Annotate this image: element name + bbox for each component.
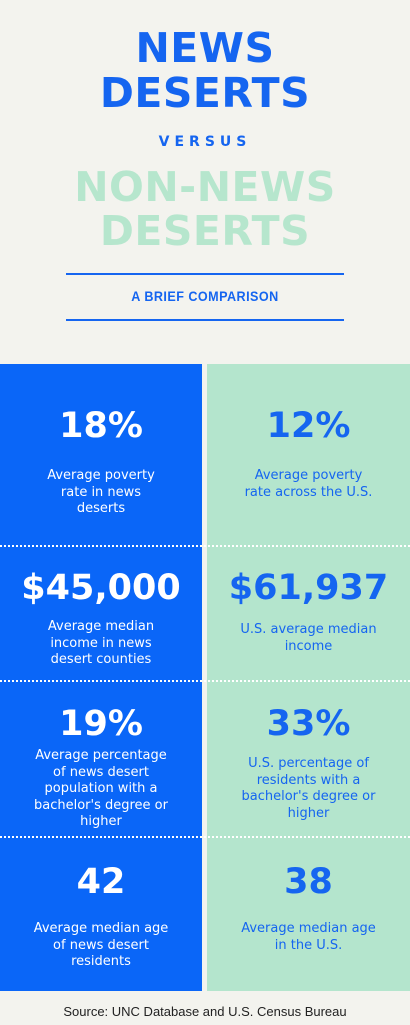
- stat-description: Average poverty rate across the U.S.: [244, 468, 373, 500]
- stat-value: $61,937: [228, 568, 389, 608]
- stat-value: 42: [76, 862, 126, 902]
- subtitle-line-2: DESERTS: [99, 207, 311, 255]
- stat-description: Average median income in news desert count…: [47, 619, 155, 667]
- stat-description: Average median age of news desert resident…: [33, 921, 169, 969]
- stat-description: U.S. average median income: [240, 622, 377, 654]
- stat-description: Average poverty rate in news deserts: [47, 468, 155, 516]
- row-divider: [0, 545, 410, 547]
- title-line-1: NEWS: [135, 24, 275, 72]
- brief-comparison-label: A BRIEF COMPARISON: [131, 288, 279, 304]
- stat-value: $45,000: [21, 568, 181, 608]
- non-news-deserts-column: 12% Average poverty rate across the U.S. …: [207, 364, 410, 991]
- news-deserts-column: 18% Average poverty rate in news deserts $…: [0, 364, 202, 991]
- header: NEWS DESERTS VERSUS NON-NEWS DESERTS A B…: [0, 0, 410, 364]
- stat-description: Average median age in the U.S.: [241, 921, 376, 953]
- stat-value: 12%: [266, 406, 351, 446]
- stat-value: 33%: [266, 704, 351, 744]
- versus-label: VERSUS: [158, 134, 252, 150]
- subtitle-line-1: NON-NEWS: [74, 163, 336, 211]
- source-note: Source: UNC Database and U.S. Census Bur…: [63, 1004, 347, 1019]
- row-divider: [0, 680, 410, 682]
- stat-value: 38: [284, 862, 333, 902]
- bottom-rule: [66, 319, 344, 321]
- stat-description: Average percentage of news desert populati…: [34, 748, 168, 829]
- stat-value: 18%: [59, 406, 143, 446]
- title-line-2: DESERTS: [99, 69, 311, 117]
- stat-description: U.S. percentage of residents with a bachel…: [241, 756, 376, 821]
- row-divider: [0, 836, 410, 838]
- stat-value: 19%: [59, 704, 143, 744]
- top-rule: [66, 273, 344, 275]
